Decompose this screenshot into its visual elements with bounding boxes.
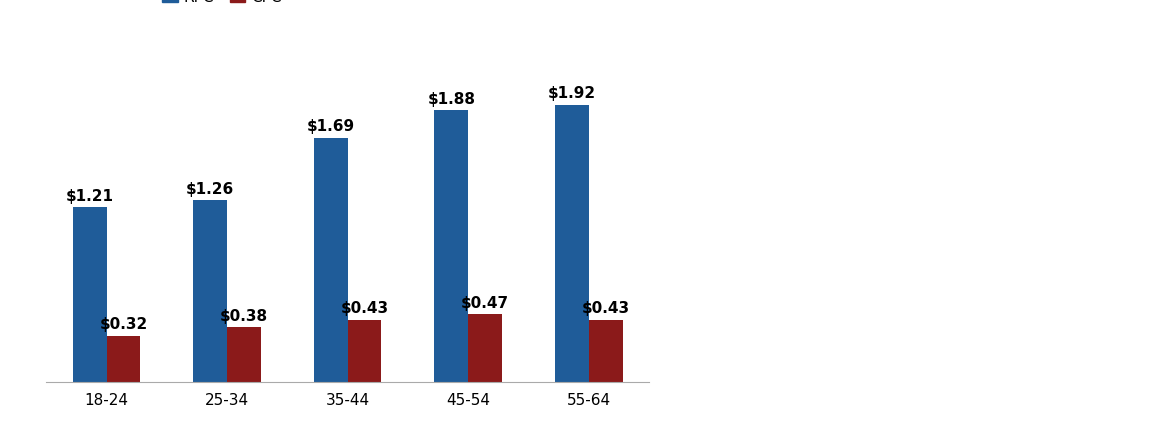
Bar <box>194 201 227 382</box>
Text: $1.92: $1.92 <box>548 86 596 101</box>
Text: $0.38: $0.38 <box>220 308 268 323</box>
Bar <box>555 105 589 382</box>
Text: $0.43: $0.43 <box>341 301 388 316</box>
Text: $1.26: $1.26 <box>187 181 234 196</box>
Text: $1.88: $1.88 <box>428 92 475 107</box>
Bar <box>435 111 468 382</box>
Text: $0.43: $0.43 <box>582 301 629 316</box>
Bar <box>348 320 381 382</box>
Text: $1.69: $1.69 <box>307 119 355 134</box>
Bar <box>107 336 140 382</box>
Text: $0.32: $0.32 <box>100 316 147 332</box>
Bar <box>589 320 622 382</box>
Bar <box>227 327 261 382</box>
Bar <box>314 138 348 382</box>
Bar <box>468 314 502 382</box>
Text: $0.47: $0.47 <box>461 295 509 310</box>
Bar <box>73 207 107 382</box>
Text: $1.21: $1.21 <box>66 188 114 203</box>
Legend: RPC, CPC: RPC, CPC <box>162 0 282 5</box>
